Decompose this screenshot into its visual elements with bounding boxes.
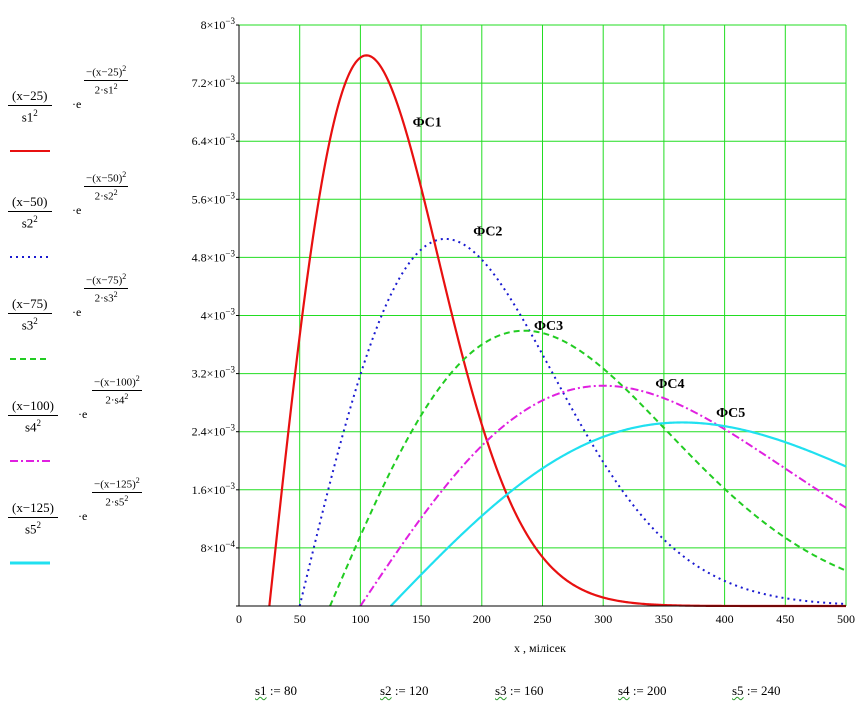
y-tick-label: 2.4×10−3	[192, 423, 236, 439]
legend-denominator: s52	[24, 520, 42, 537]
chart-grid	[239, 24, 847, 606]
legend-exponent-numerator: −(x−100)2	[92, 374, 142, 391]
series-label-2: ФС2	[473, 225, 502, 240]
y-tick-label: 6.4×10−3	[192, 132, 236, 148]
legend-exponent-numerator: −(x−50)2	[84, 170, 129, 187]
legend-swatch	[10, 460, 50, 462]
series-line-5	[389, 421, 847, 607]
legend-numerator: (x−100)	[8, 398, 58, 416]
x-tick-label: 100	[351, 612, 369, 626]
definition-s1: s1 := 80	[255, 683, 298, 698]
legend-entry-2: (x−50) s22 ·e −(x−50)2 2·s22	[6, 166, 166, 266]
x-tick-label: 500	[837, 612, 855, 626]
chart-axes	[236, 24, 846, 607]
y-tick-label: 3.2×10−3	[192, 365, 236, 381]
legend-denominator: s32	[21, 316, 38, 333]
y-tick-label: 8×10−4	[201, 539, 236, 555]
x-tick-label: 150	[412, 612, 430, 626]
series-line-2	[298, 237, 847, 607]
exp-symbol: ·e	[78, 407, 88, 421]
legend-exponent-denominator: 2·s12	[94, 81, 118, 97]
legend-denominator: s42	[24, 418, 42, 435]
definition-s4: s4 := 200	[618, 683, 667, 698]
x-axis-label: x , мілісек	[514, 641, 566, 655]
legend-denominator: s22	[21, 214, 38, 231]
legend-exponent-numerator: −(x−25)2	[84, 64, 129, 81]
legend-exponent-denominator: 2·s52	[105, 493, 129, 509]
legend-entry-4: (x−100) s42 ·e −(x−100)2 2·s42	[6, 370, 166, 470]
legend-numerator: (x−50)	[8, 194, 52, 212]
x-tick-label: 450	[776, 612, 794, 626]
legend-exponent-numerator: −(x−75)2	[84, 272, 129, 289]
exp-symbol: ·e	[72, 97, 82, 111]
y-tick-label: 1.6×10−3	[192, 481, 236, 497]
definition-s2: s2 := 120	[380, 683, 429, 698]
definition-s3: s3 := 160	[495, 683, 544, 698]
legend-exponent-denominator: 2·s32	[94, 289, 118, 305]
y-tick-label: 7.2×10−3	[192, 74, 236, 90]
x-tick-label: 0	[236, 612, 242, 626]
chart-series-labels: ФС1 ФС2 ФС3 ФС4 ФС5	[413, 116, 746, 421]
legend-swatch	[10, 150, 50, 152]
x-tick-label: 400	[716, 612, 734, 626]
x-tick-label: 200	[473, 612, 491, 626]
exp-symbol: ·e	[78, 509, 88, 523]
x-tick-label: 250	[534, 612, 552, 626]
legend-entry-3: (x−75) s32 ·e −(x−75)2 2·s32	[6, 268, 166, 368]
legend-numerator: (x−125)	[8, 500, 58, 518]
legend-swatch	[10, 256, 50, 258]
y-tick-label: 4.8×10−3	[192, 248, 236, 264]
series-line-3	[329, 329, 847, 607]
exp-symbol: ·e	[72, 203, 82, 217]
legend-exponent-denominator: 2·s42	[105, 391, 129, 407]
legend-swatch	[10, 561, 50, 565]
x-tick-label: 300	[594, 612, 612, 626]
series-label-4: ФС4	[655, 377, 684, 392]
legend-swatch	[10, 358, 50, 360]
y-tick-label: 8×10−3	[201, 16, 236, 32]
exp-symbol: ·e	[72, 305, 82, 319]
legend-numerator: (x−25)	[8, 88, 52, 106]
series-label-3: ФС3	[534, 319, 563, 334]
y-tick-label: 5.6×10−3	[192, 190, 236, 206]
series-line-4	[359, 384, 847, 607]
x-tick-label: 350	[655, 612, 673, 626]
legend-entry-1: (x−25) s12 ·e −(x−25)2 2·s12	[6, 60, 166, 160]
legend-entry-5: (x−125) s52 ·e −(x−125)2 2·s52	[6, 472, 166, 572]
legend-exponent-numerator: −(x−125)2	[92, 476, 142, 493]
x-tick-label: 50	[294, 612, 306, 626]
chart-series	[268, 54, 847, 608]
legend-exponent-denominator: 2·s22	[94, 187, 118, 203]
series-label-5: ФС5	[716, 406, 745, 421]
legend-numerator: (x−75)	[8, 296, 52, 314]
definition-s5: s5 := 240	[732, 683, 781, 698]
y-tick-label: 4×10−3	[201, 307, 236, 323]
chart-ticks: 0 50 100 150 200 250 300 350 400 450 500 8×10−4 1.6×…	[192, 16, 855, 626]
series-label-1: ФС1	[413, 116, 442, 131]
legend-denominator: s12	[21, 108, 38, 125]
